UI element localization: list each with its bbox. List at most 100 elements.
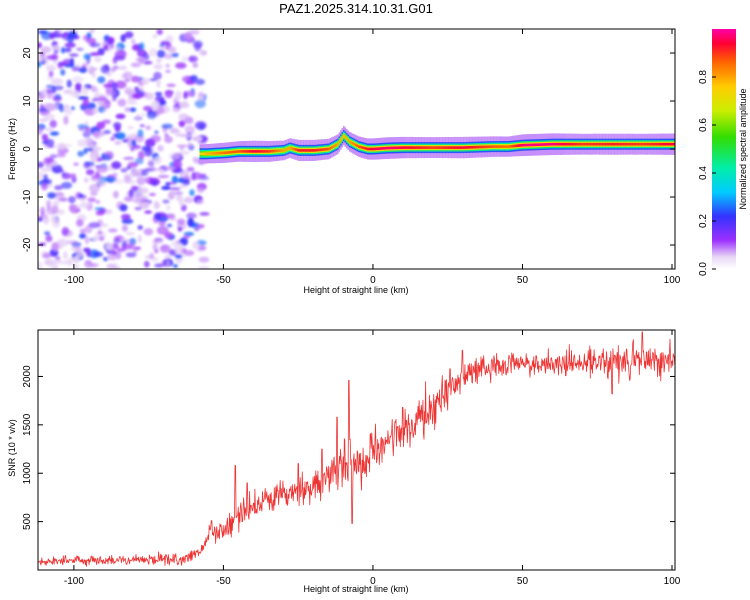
ridge-peak	[518, 144, 520, 147]
ridge-peak	[287, 147, 290, 150]
ridge-peak	[375, 147, 378, 151]
noise-speckle	[137, 150, 145, 160]
noise-speckle	[168, 217, 177, 221]
ridge-peak	[398, 146, 400, 149]
ridge-peak	[673, 142, 675, 146]
noise-speckle	[112, 172, 118, 178]
noise-speckle	[134, 206, 142, 211]
noise-speckle	[49, 131, 60, 136]
noise-speckle	[165, 69, 171, 74]
noise-speckle	[106, 263, 116, 269]
ridge-peak	[340, 138, 342, 142]
noise-speckle	[125, 252, 137, 258]
noise-speckle	[194, 42, 202, 52]
noise-speckle	[77, 124, 89, 129]
noise-speckle	[89, 52, 101, 57]
ridge-peak	[458, 146, 460, 149]
noise-speckle	[112, 133, 120, 138]
noise-speckle	[157, 145, 164, 152]
ridge-peak	[468, 146, 471, 149]
ridge-peak	[408, 146, 411, 149]
ridge-peak	[479, 145, 481, 149]
ridge-peak	[256, 150, 258, 153]
noise-speckle	[77, 139, 88, 147]
noise-speckle	[124, 78, 131, 82]
noise-speckle	[164, 136, 173, 144]
noise-speckle	[69, 57, 75, 66]
colorbar-tick-label: 0.0	[698, 262, 709, 276]
ridge-peak	[266, 150, 269, 153]
ridge-peak	[337, 142, 339, 146]
ridge-peak	[275, 149, 278, 153]
ridge-peak	[236, 150, 239, 153]
noise-speckle	[146, 110, 157, 120]
ridge-peak	[372, 147, 375, 151]
ridge-peak	[600, 142, 602, 146]
noise-speckle	[79, 228, 86, 234]
ridge-peak	[441, 146, 444, 149]
ridge-peak	[435, 146, 438, 149]
ridge-peak	[444, 146, 447, 149]
ridge-peak	[477, 145, 480, 149]
noise-speckle	[166, 259, 171, 268]
noise-speckle	[183, 196, 194, 204]
noise-speckle	[76, 219, 84, 227]
colorbar-tick-label: 0.6	[698, 118, 709, 132]
noise-speckle	[51, 78, 64, 85]
noise-speckle	[82, 98, 90, 107]
ridge-peak	[239, 150, 242, 153]
noise-speckle	[38, 42, 42, 49]
noise-speckle	[60, 47, 66, 54]
ridge-peak	[476, 145, 478, 149]
noise-speckle	[110, 137, 115, 141]
ridge-peak	[341, 136, 344, 139]
noise-speckle	[45, 55, 58, 60]
ridge-peak	[370, 147, 372, 151]
ridge-peak	[670, 142, 673, 146]
noise-speckle	[183, 179, 189, 183]
ridge-peak	[257, 150, 260, 153]
ridge-peak	[314, 149, 317, 152]
noise-speckle	[110, 243, 120, 250]
ridge-peak	[519, 144, 522, 147]
noise-speckle	[63, 115, 69, 125]
ridge-peak	[377, 147, 379, 150]
ridge-peak	[555, 142, 557, 146]
noise-speckle	[47, 192, 57, 199]
noise-speckle	[177, 226, 183, 232]
ridge-peak	[528, 143, 531, 147]
ridge-peak	[298, 149, 300, 152]
noise-speckle	[90, 85, 97, 93]
noise-speckle	[83, 53, 91, 60]
ridge-peak	[540, 143, 542, 146]
ridge-peak	[338, 140, 341, 144]
noise-speckle	[158, 220, 166, 227]
snr-series-line	[38, 331, 675, 567]
noise-speckle	[75, 82, 82, 92]
ridge-peak	[669, 142, 671, 146]
noise-speckle	[122, 243, 132, 250]
spectrogram-x-tick-label: 0	[370, 275, 376, 286]
noise-speckle	[134, 145, 141, 149]
ridge-peak	[615, 142, 617, 146]
ridge-peak	[422, 146, 424, 149]
noise-speckle	[56, 152, 66, 158]
ridge-peak	[601, 142, 604, 146]
noise-speckle	[156, 79, 161, 88]
noise-speckle	[115, 113, 126, 120]
snr-panel: -100 -50 0 50 100 500 1000 1500 2000 Height of …	[7, 329, 681, 594]
noise-speckle	[152, 243, 158, 251]
noise-speckle	[187, 142, 193, 148]
ridge-peak	[497, 145, 499, 148]
noise-speckle	[83, 147, 88, 155]
noise-speckle	[162, 199, 170, 204]
ridge-peak	[571, 142, 574, 146]
noise-speckle	[166, 205, 171, 211]
noise-speckle	[164, 213, 176, 219]
noise-speckle	[137, 234, 142, 243]
noise-speckle	[150, 135, 161, 143]
ridge-peak	[654, 142, 656, 146]
noise-speckle	[134, 246, 142, 250]
noise-speckle	[95, 200, 101, 204]
snr-frame	[37, 329, 676, 571]
